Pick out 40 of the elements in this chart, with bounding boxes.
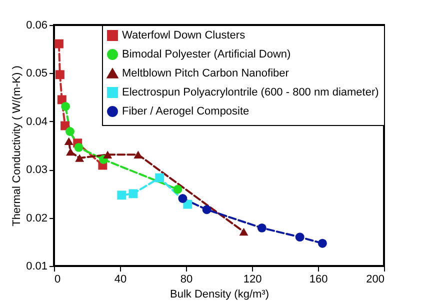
point — [239, 228, 248, 236]
point — [103, 150, 112, 159]
x-tick-label: 160 — [309, 274, 328, 286]
legend-label: Fiber / Aerogel Composite — [122, 106, 250, 118]
point — [257, 223, 266, 232]
y-tick-label: 0.05 — [26, 68, 48, 80]
point — [57, 95, 66, 104]
legend-label: Electrospun Polyacrylontrile (600 - 800 nm diameter) — [122, 86, 379, 98]
point — [117, 190, 126, 200]
legend-label: Meltblown Pitch Carbon Nanofiber — [122, 68, 290, 80]
point — [75, 154, 84, 162]
y-tick-label: 0.04 — [26, 116, 48, 128]
x-tick-label: 80 — [180, 274, 193, 286]
point — [178, 194, 188, 203]
legend-label: Bimodal Polyester (Artificial Down) — [122, 48, 291, 60]
point — [74, 142, 84, 152]
y-tick-label: 0.02 — [26, 212, 48, 224]
point — [295, 232, 304, 242]
point — [61, 102, 70, 111]
legend-label: Waterfowl Down Clusters — [122, 30, 246, 42]
point — [128, 189, 138, 198]
x-tick-label: 40 — [114, 274, 127, 286]
y-tick-label: 0.01 — [26, 260, 48, 272]
point — [66, 127, 74, 136]
point — [55, 70, 64, 80]
x-tick-label: 0 — [54, 274, 61, 286]
x-tick-label: 120 — [243, 274, 262, 286]
point — [318, 238, 327, 248]
y-axis-title: Thermal Conductivity ( W/(m-K) ) — [11, 66, 24, 226]
point — [66, 148, 75, 156]
point — [54, 39, 64, 48]
x-tick-label: 200 — [366, 274, 384, 286]
y-tick-label: 0.06 — [26, 20, 48, 32]
point — [134, 150, 143, 159]
point — [155, 173, 164, 182]
x-axis-title: Bulk Density (kg/m³) — [170, 288, 270, 300]
y-tick-label: 0.03 — [26, 164, 48, 176]
point — [173, 184, 182, 194]
point — [64, 137, 74, 146]
point — [202, 205, 212, 214]
